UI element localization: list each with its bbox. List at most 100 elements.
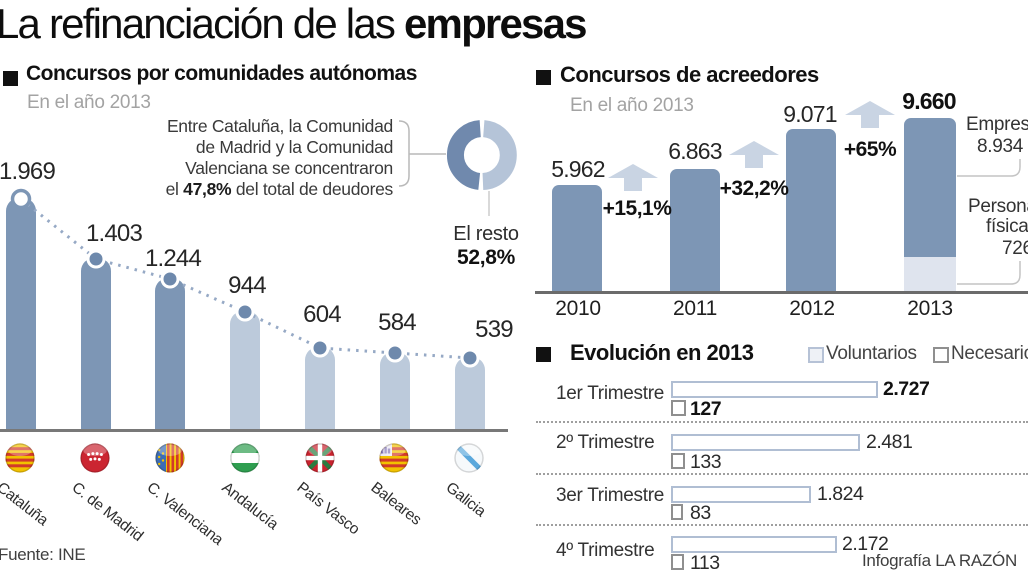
- evolution-heading: Evolución en 2013: [570, 340, 754, 365]
- bar-madrid: [81, 258, 111, 429]
- page-title: La refinanciación de las empresas: [0, 0, 588, 48]
- volbar-q3: [671, 486, 811, 503]
- flag-paisvasco-icon: [305, 443, 335, 473]
- donut-annotation: Entre Cataluña, la Comunidad de Madrid y…: [123, 116, 394, 200]
- bar-cataluna: [6, 198, 36, 429]
- annotation-pct: 47,8%: [183, 179, 232, 199]
- personas-label-2: físicas: [986, 216, 1028, 237]
- bar-2010: [552, 185, 602, 291]
- bar-value-baleares: 584: [378, 309, 416, 336]
- bar-2011: [670, 169, 720, 291]
- necbar-q3: [671, 504, 683, 520]
- value-2011: 6.863: [668, 138, 722, 164]
- axis-label-valenciana: C. Valenciana: [143, 479, 227, 549]
- bar-2012: [786, 129, 836, 291]
- personas-bracket: [957, 261, 1021, 285]
- row-separator: [536, 421, 1028, 423]
- donut-slice-dark: [446, 120, 482, 190]
- bar-valenciana: [155, 278, 185, 429]
- bar-2013-personas: [904, 257, 956, 291]
- left-chart-baseline: [0, 429, 508, 432]
- flag-andalucia-icon: [230, 443, 260, 473]
- flag-valenciana-icon: [155, 443, 185, 473]
- donut-rest-value: 52,8%: [456, 246, 516, 269]
- axis-label-paisvasco: País Vasco: [293, 479, 363, 539]
- legend-necesarios-swatch-icon: [933, 347, 949, 363]
- volvalue-q1: 2.727: [883, 378, 930, 400]
- growth-2012-2013: +65%: [843, 138, 897, 161]
- bar-baleares: [380, 352, 410, 429]
- necbar-q2: [671, 453, 685, 469]
- bar-galicia: [455, 357, 485, 429]
- bar-value-andalucia: 944: [228, 272, 266, 299]
- necbar-q1: [671, 400, 686, 416]
- axis-label-cataluna: Cataluña: [0, 479, 52, 530]
- source-note: Fuente: INE: [0, 545, 86, 564]
- volvalue-q4: 2.172: [842, 533, 889, 555]
- annotation-line2: de Madrid y la Comunidad: [195, 137, 393, 157]
- value-2013: 9.660: [902, 88, 956, 114]
- bar-value-galicia: 539: [475, 316, 513, 343]
- donut-slice-light: [481, 120, 517, 190]
- annotation-line3: Valenciana se concentraron: [185, 158, 393, 178]
- right-chart-baseline: [535, 291, 1028, 294]
- row-separator: [536, 473, 1028, 475]
- volvalue-q2: 2.481: [866, 431, 913, 453]
- row-separator: [536, 524, 1028, 526]
- bar-andalucia: [230, 311, 260, 429]
- value-2012: 9.071: [783, 101, 837, 127]
- year-2012: 2012: [789, 297, 835, 320]
- axis-label-galicia: Galicia: [442, 479, 489, 521]
- annotation-line1: Entre Cataluña, la Comunidad: [166, 116, 393, 136]
- annotation-bracket: [398, 120, 410, 187]
- bar-paisvasco: [305, 347, 335, 429]
- necvalue-q1: 127: [690, 398, 722, 420]
- evolution-bullet-icon: [536, 347, 551, 362]
- flag-baleares-icon: [379, 443, 409, 473]
- necvalue-q3: 83: [690, 502, 711, 524]
- flag-madrid-icon: [80, 443, 110, 473]
- left-section-bullet-icon: [3, 71, 18, 86]
- volbar-q4: [671, 536, 837, 553]
- title-bold: empresas: [403, 0, 588, 47]
- right-section-subheading: En el año 2013: [570, 95, 694, 116]
- necvalue-q4: 113: [690, 552, 720, 574]
- volbar-q1: [671, 381, 878, 398]
- year-2010: 2010: [555, 297, 601, 320]
- year-2013: 2013: [907, 297, 953, 320]
- growth-2011-2012: +32,2%: [719, 177, 789, 200]
- left-section-heading: Concursos por comunidades autónomas: [26, 62, 417, 85]
- necbar-q4: [671, 554, 684, 570]
- legend-necesarios-label: Necesarios: [951, 343, 1028, 364]
- donut-rest-label: El resto 52,8%: [453, 223, 519, 269]
- flag-galicia-icon: [454, 443, 484, 473]
- year-2011: 2011: [673, 297, 717, 320]
- bar-value-valenciana: 1.244: [144, 245, 202, 272]
- bar-value-cataluna: 1.969: [0, 158, 56, 185]
- value-2010: 5.962: [551, 156, 605, 182]
- axis-label-baleares: Baleares: [367, 479, 425, 529]
- row-label-q4: 4º Trimestre: [556, 540, 655, 561]
- flag-cataluna-icon: [5, 443, 35, 473]
- personas-label-1: Personas: [968, 196, 1028, 217]
- volvalue-q3: 1.824: [817, 483, 864, 505]
- legend-voluntarios-label: Voluntarios: [826, 343, 917, 364]
- left-section-subheading: En el año 2013: [27, 92, 151, 113]
- credit-note: Infografía LA RAZÓN: [862, 551, 1017, 570]
- bar-2013-empresas: [904, 118, 956, 257]
- row-label-q2: 2º Trimestre: [556, 432, 655, 453]
- empresas-value: 8.934: [977, 136, 1024, 157]
- title-regular: La refinanciación de las: [0, 0, 404, 47]
- right-section-heading: Concursos de acreedores: [560, 62, 819, 87]
- empresas-bracket: [957, 159, 1021, 177]
- bar-value-madrid: 1.403: [85, 220, 143, 247]
- necvalue-q2: 133: [690, 451, 722, 473]
- growth-2010-2011: +15,1%: [602, 197, 672, 220]
- empresas-label: Empresas: [966, 114, 1028, 135]
- right-section-bullet-icon: [536, 70, 551, 85]
- axis-label-madrid: C. de Madrid: [68, 479, 147, 545]
- personas-value: 726: [1002, 238, 1028, 259]
- row-label-q3: 3er Trimestre: [556, 485, 665, 506]
- annotation-line4: el 47,8% del total de deudores: [165, 179, 394, 199]
